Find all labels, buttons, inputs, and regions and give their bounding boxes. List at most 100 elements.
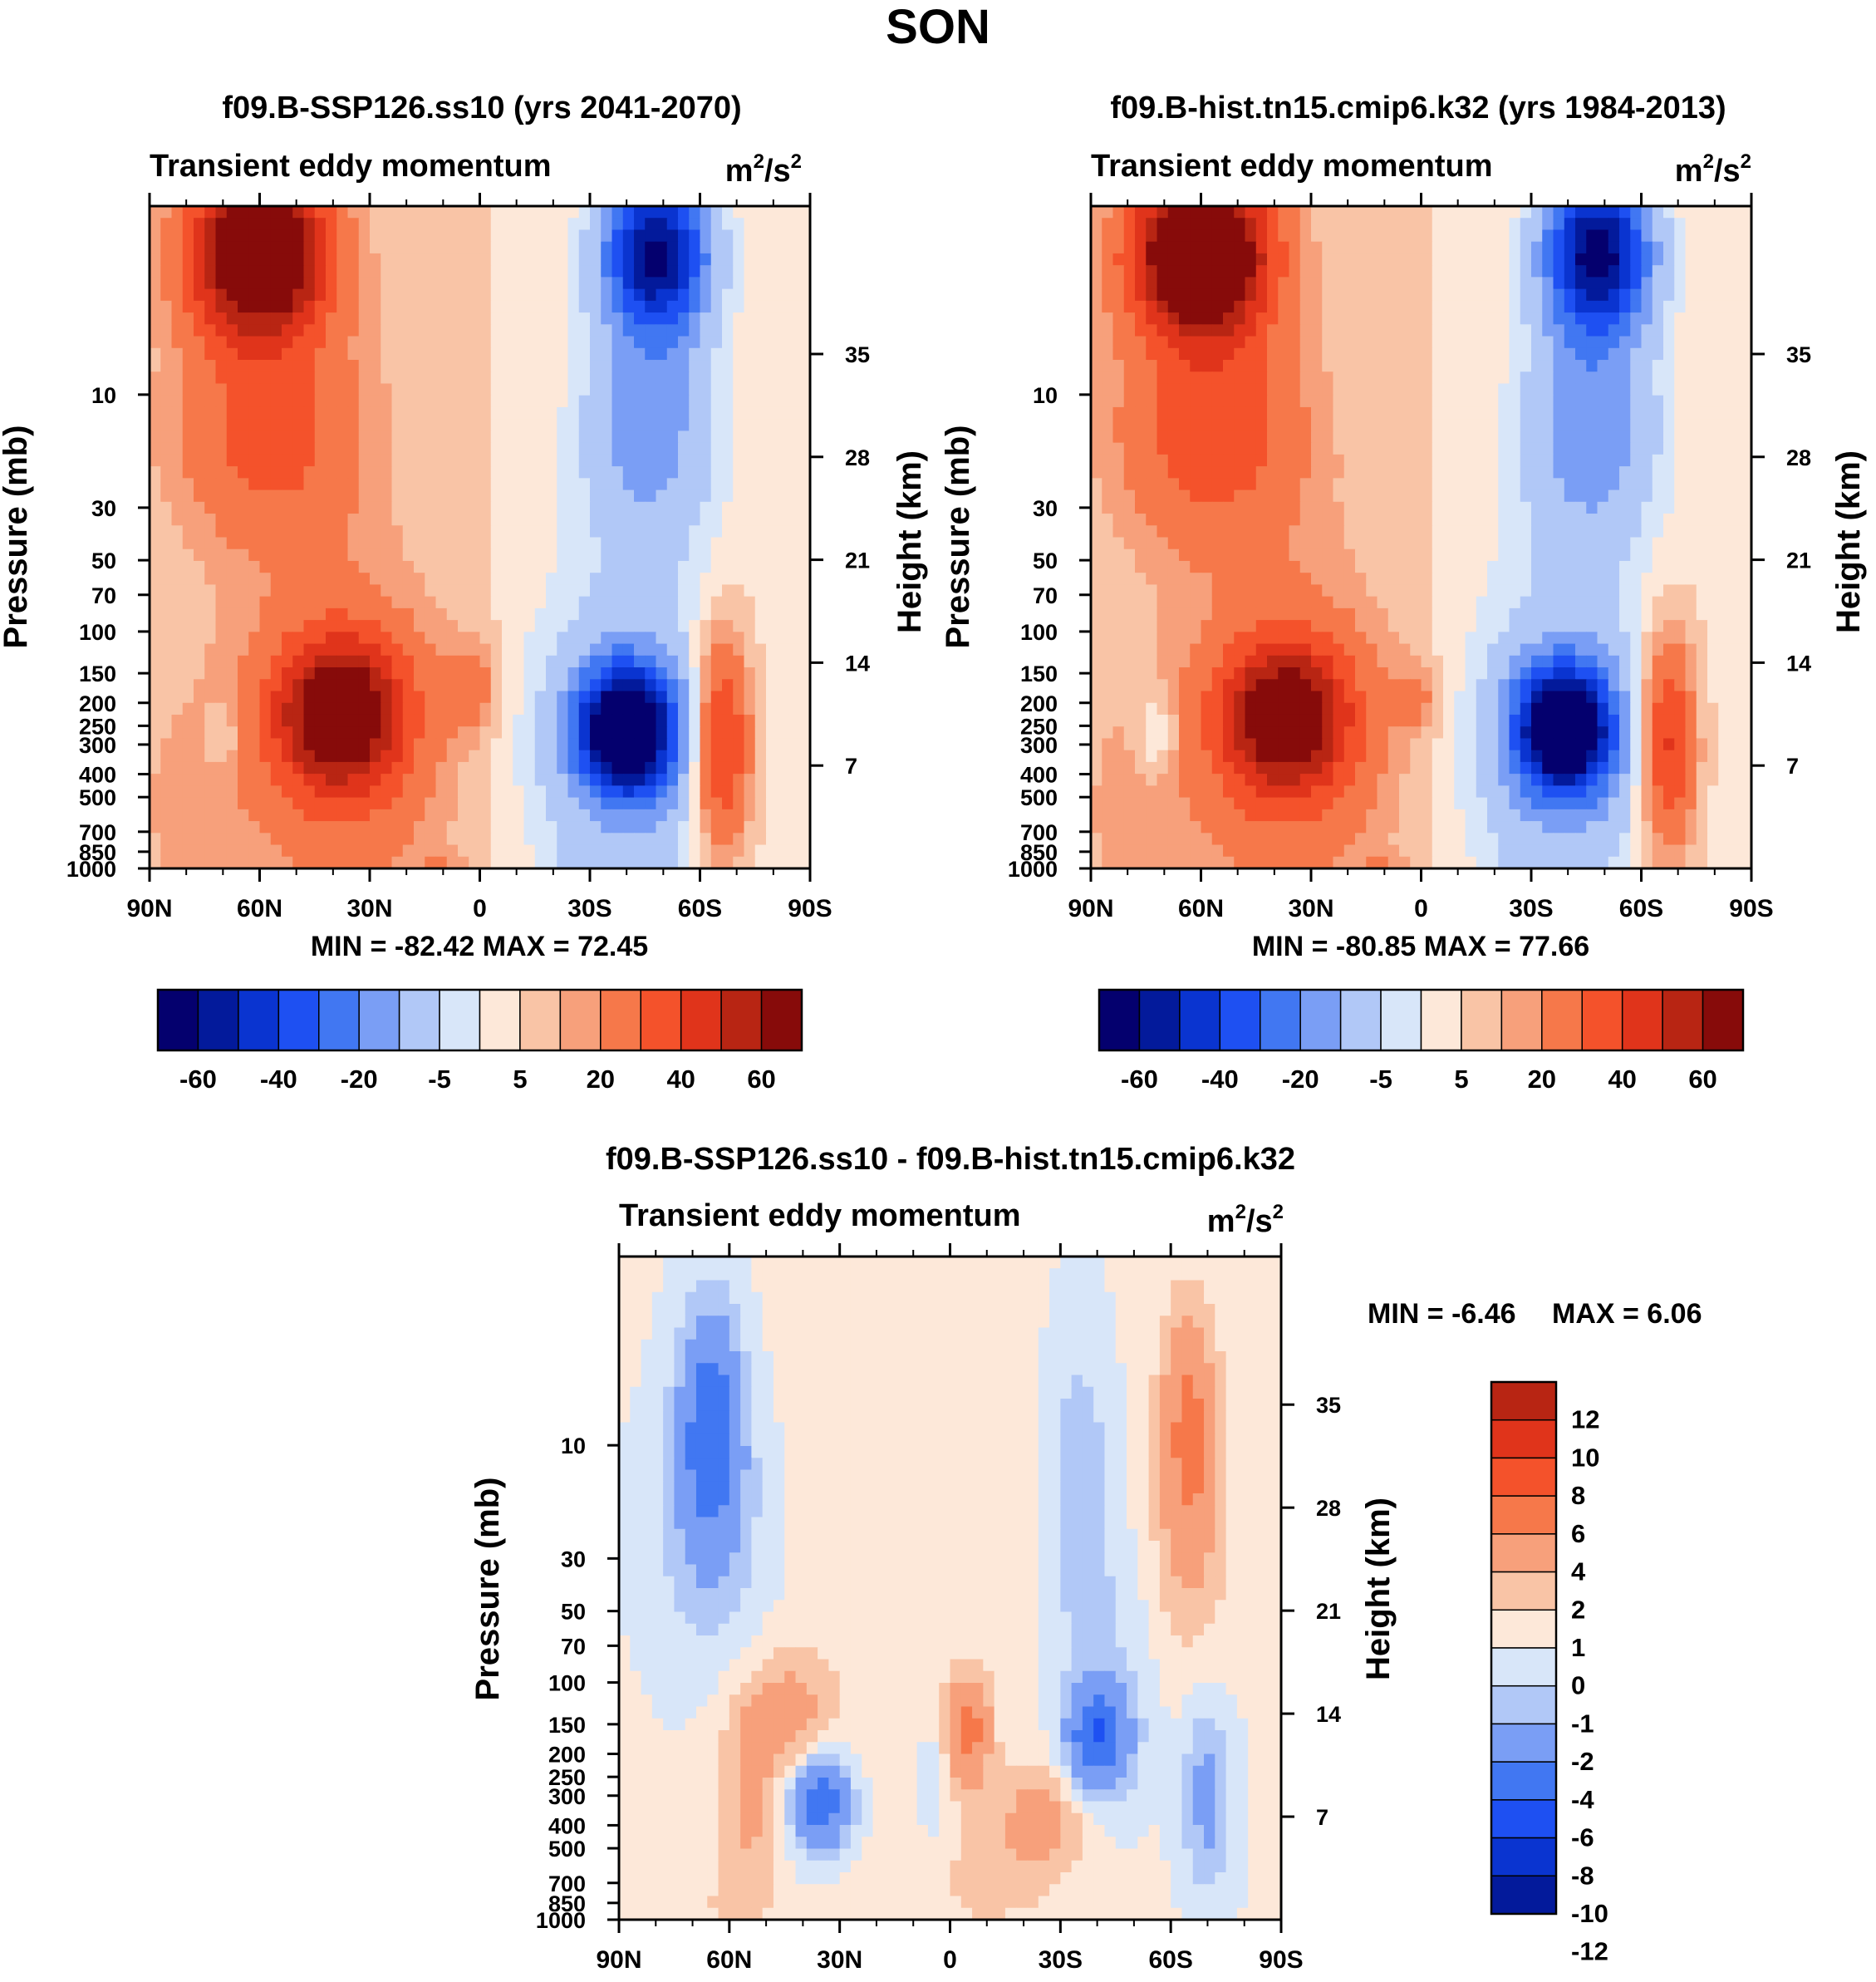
field-cell	[479, 324, 492, 337]
field-cell	[171, 395, 184, 408]
field-cell	[523, 679, 536, 692]
field-cell	[479, 218, 492, 231]
field-cell	[1123, 206, 1136, 219]
field-cell	[425, 596, 437, 609]
field-cell	[1278, 489, 1290, 503]
field-cell	[733, 336, 745, 349]
field-cell	[1091, 300, 1103, 313]
stats-label: MIN = -82.42 MAX = 72.45	[311, 931, 648, 962]
field-cell	[1421, 229, 1433, 243]
field-cell	[722, 833, 734, 846]
field-cell	[358, 750, 371, 763]
field-cell	[314, 206, 327, 219]
field-cell	[1740, 478, 1752, 491]
field-cell	[689, 702, 701, 716]
field-cell	[1399, 442, 1411, 455]
field-cell	[1674, 218, 1687, 231]
field-cell	[314, 395, 327, 408]
field-cell	[160, 253, 173, 266]
field-cell	[1289, 360, 1301, 372]
field-cell	[458, 406, 469, 420]
field-cell	[1476, 218, 1488, 231]
field-cell	[1410, 430, 1422, 444]
field-cell	[546, 667, 557, 680]
field-cell	[1322, 419, 1334, 432]
field-cell	[567, 288, 580, 302]
field-cell	[425, 395, 437, 408]
field-cell	[513, 253, 525, 266]
field-cell	[336, 584, 349, 598]
field-cell	[458, 573, 469, 586]
field-cell	[238, 785, 249, 799]
field-cell	[314, 643, 327, 657]
field-cell	[611, 419, 624, 432]
field-cell	[150, 478, 161, 491]
field-cell	[710, 253, 723, 266]
field-cell	[1223, 501, 1235, 514]
field-cell	[1387, 454, 1400, 467]
field-cell	[479, 454, 492, 467]
field-cell	[150, 525, 161, 539]
field-cell	[204, 206, 217, 219]
field-cell	[238, 489, 249, 503]
field-cell	[1531, 442, 1543, 455]
field-cell	[194, 560, 205, 573]
field-cell	[336, 454, 349, 467]
field-cell	[1377, 442, 1389, 455]
field-cell	[722, 241, 734, 254]
field-cell	[282, 324, 293, 337]
field-cell	[722, 300, 734, 313]
field-cell	[1443, 395, 1455, 408]
field-cell	[645, 821, 657, 834]
field-cell	[150, 288, 161, 302]
field-cell	[1630, 312, 1643, 325]
field-cell	[578, 856, 591, 869]
field-cell	[1575, 229, 1587, 243]
field-cell	[1729, 466, 1741, 479]
field-cell	[226, 607, 238, 621]
field-cell	[292, 797, 305, 810]
field-cell	[722, 856, 734, 869]
field-cell	[1586, 360, 1599, 372]
field-cell	[766, 548, 778, 562]
field-cell	[1597, 395, 1609, 408]
field-cell	[622, 844, 635, 858]
field-cell	[458, 761, 469, 775]
field-cell	[1399, 324, 1411, 337]
field-cell	[689, 395, 701, 408]
field-cell	[1366, 489, 1378, 503]
field-cell	[1553, 395, 1565, 408]
field-cell	[744, 419, 756, 432]
field-cell	[622, 691, 635, 704]
field-cell	[1223, 218, 1235, 231]
field-cell	[733, 809, 745, 822]
field-cell	[194, 300, 205, 313]
field-cell	[1333, 265, 1345, 278]
field-cell	[1112, 442, 1125, 455]
field-cell	[292, 785, 305, 799]
field-cell	[370, 442, 381, 455]
field-cell	[754, 785, 767, 799]
field-cell	[534, 478, 547, 491]
field-cell	[435, 632, 448, 645]
field-cell	[523, 726, 536, 740]
field-cell	[1157, 501, 1169, 514]
field-cell	[259, 466, 272, 479]
field-cell	[402, 430, 415, 444]
field-cell	[204, 501, 217, 514]
field-cell	[722, 525, 734, 539]
field-cell	[226, 821, 238, 834]
field-cell	[666, 466, 679, 479]
field-cell	[1255, 466, 1268, 479]
field-cell	[1102, 347, 1114, 361]
field-cell	[270, 797, 282, 810]
x-tick-label: 60S	[678, 895, 722, 922]
field-cell	[1278, 478, 1290, 491]
field-cell	[458, 643, 469, 657]
field-cell	[1399, 371, 1411, 385]
field-cell	[391, 655, 404, 668]
field-cell	[1476, 371, 1488, 385]
field-cell	[601, 300, 613, 313]
field-cell	[248, 241, 261, 254]
field-cell	[215, 702, 228, 716]
